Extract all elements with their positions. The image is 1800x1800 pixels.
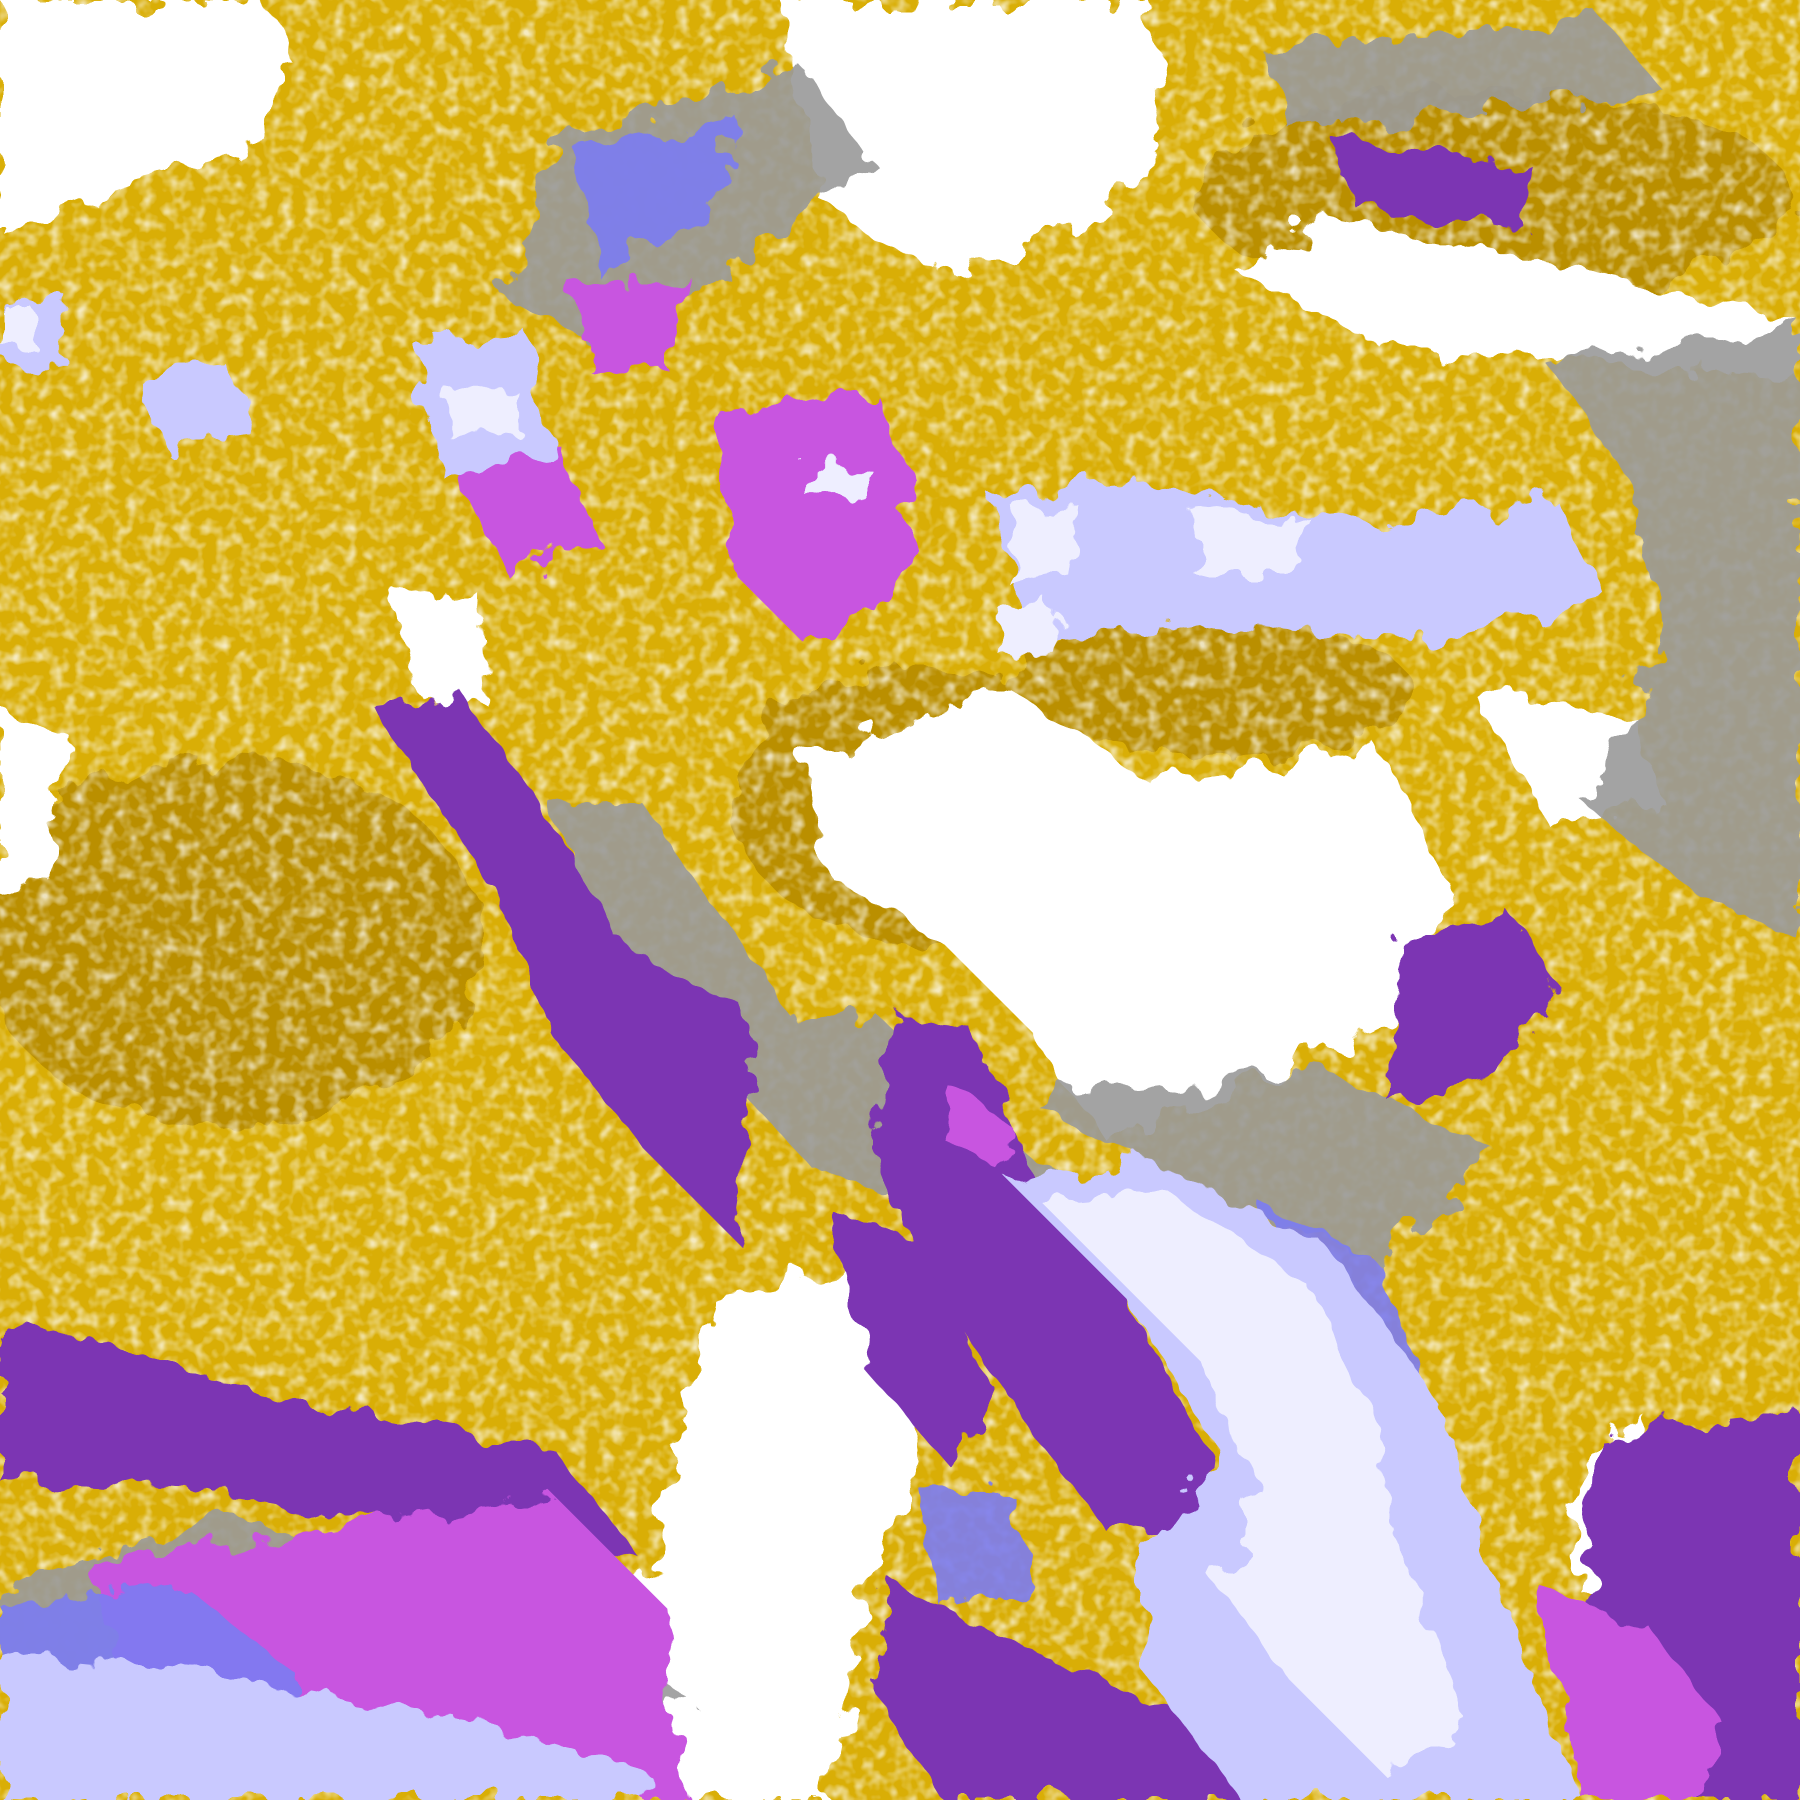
satellite-image: [0, 0, 1800, 1800]
